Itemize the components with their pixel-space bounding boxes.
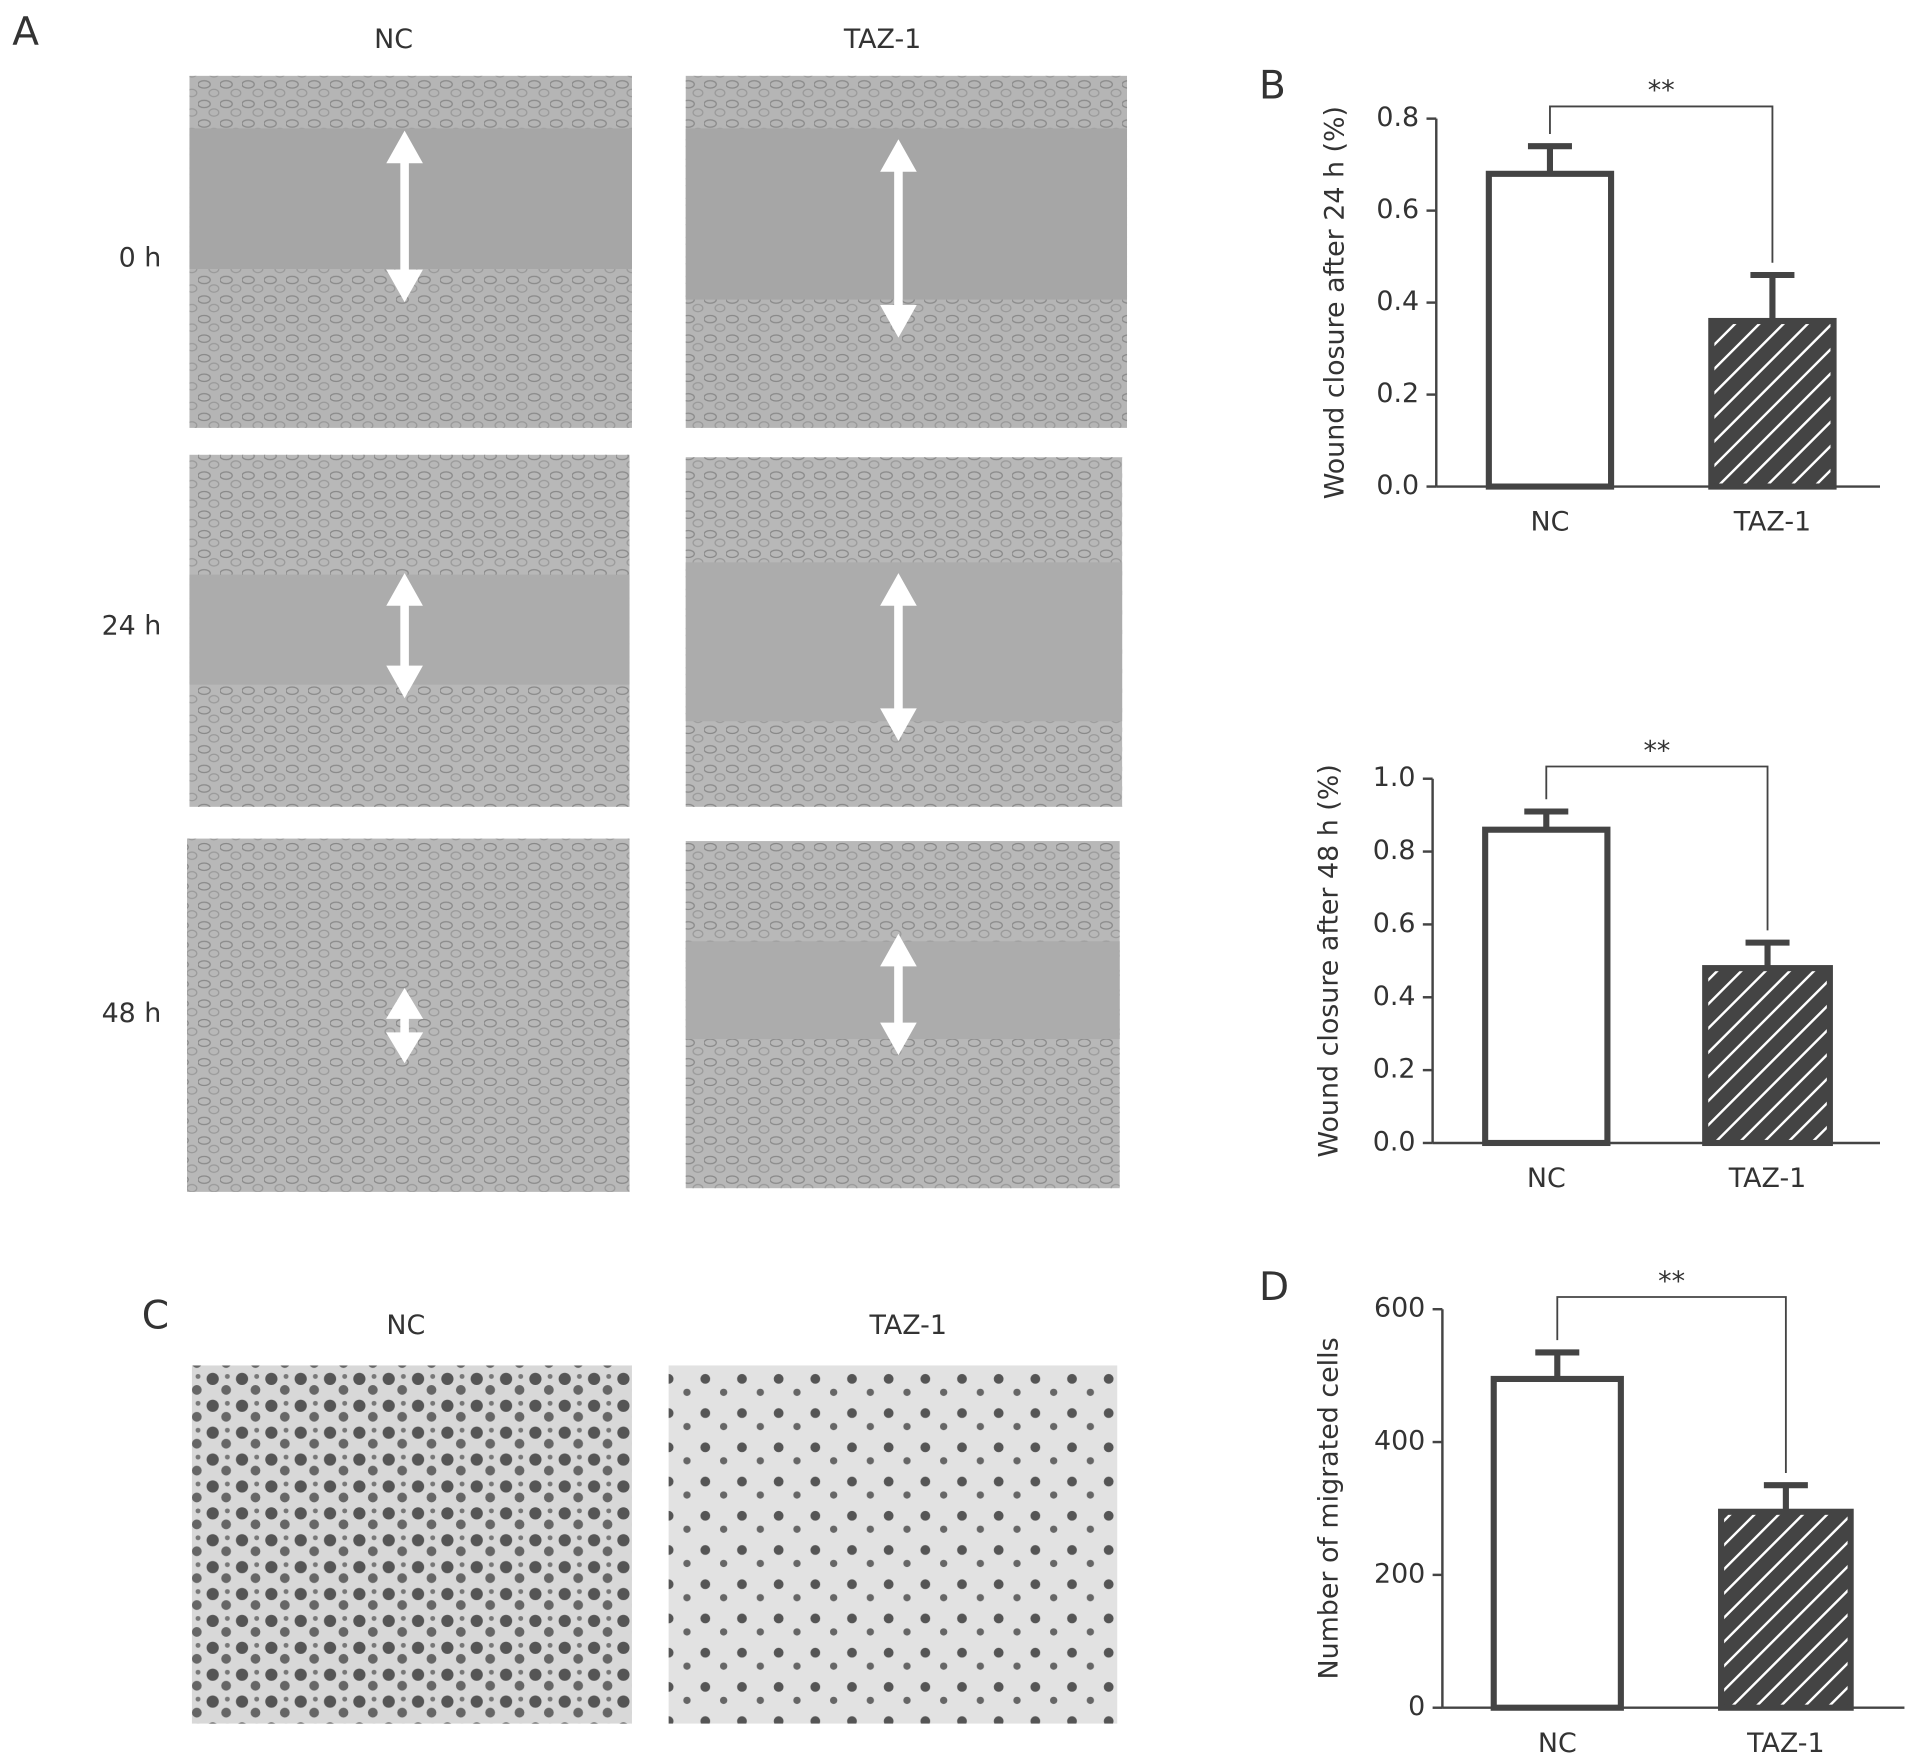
bar [1490, 1375, 1624, 1711]
y-tick-label: 0.2 [1376, 378, 1419, 409]
significance-bracket [1549, 105, 1774, 263]
bar [1482, 826, 1611, 1147]
y-tick-label: 0.8 [1373, 835, 1416, 866]
y-axis-label: Number of migrated cells [1313, 1337, 1344, 1679]
y-tick-label: 400 [1374, 1426, 1425, 1457]
y-tick-label: 0.4 [1373, 981, 1416, 1012]
annotation: ** [1643, 735, 1670, 766]
column-label: TAZ-1 [868, 1310, 946, 1341]
annotation: ** [1648, 75, 1675, 106]
x-tick-label: TAZ-1 [1733, 507, 1811, 538]
y-tick-label: 0.0 [1373, 1126, 1416, 1157]
y-tick-label: 0.6 [1376, 194, 1419, 225]
y-tick-label: 0.8 [1376, 102, 1419, 133]
panel-label: C [142, 1293, 169, 1338]
significance-bracket [1545, 765, 1769, 931]
x-tick-label: NC [1538, 1728, 1577, 1759]
x-tick-label: NC [1527, 1163, 1566, 1194]
bar [1718, 1508, 1854, 1711]
row-label: 48 h [102, 998, 162, 1029]
column-label: NC [374, 24, 413, 55]
y-axis-label: Wound closure after 24 h (%) [1320, 106, 1351, 499]
bar [1485, 170, 1615, 490]
wound-arrows [386, 130, 917, 1064]
y-tick-label: 0.2 [1373, 1054, 1416, 1085]
y-tick-label: 0 [1408, 1691, 1425, 1722]
bar [1708, 317, 1837, 490]
y-tick-label: 1.0 [1373, 762, 1416, 793]
row-label: 24 h [102, 611, 162, 642]
y-tick-label: 600 [1374, 1293, 1425, 1324]
column-label: NC [386, 1310, 425, 1341]
y-tick-label: 0.6 [1373, 908, 1416, 939]
x-tick-label: NC [1531, 507, 1570, 538]
microscopy-grid [187, 75, 1128, 1724]
image [668, 1365, 1118, 1724]
image [191, 1365, 632, 1724]
y-axis-label: Wound closure after 48 h (%) [1313, 764, 1344, 1157]
y-tick-label: 0.0 [1376, 470, 1419, 501]
panel-label: B [1259, 64, 1286, 109]
panel-label: D [1259, 1265, 1289, 1310]
annotation: ** [1658, 1266, 1685, 1297]
x-tick-label: TAZ-1 [1728, 1163, 1806, 1194]
panel-label: A [12, 10, 39, 55]
significance-bracket [1556, 1296, 1787, 1473]
x-tick-label: TAZ-1 [1746, 1728, 1824, 1759]
row-label: 0 h [119, 243, 162, 274]
bar [1702, 965, 1833, 1147]
y-tick-label: 200 [1374, 1558, 1425, 1589]
y-tick-label: 0.4 [1376, 286, 1419, 317]
column-label: TAZ-1 [843, 24, 921, 55]
